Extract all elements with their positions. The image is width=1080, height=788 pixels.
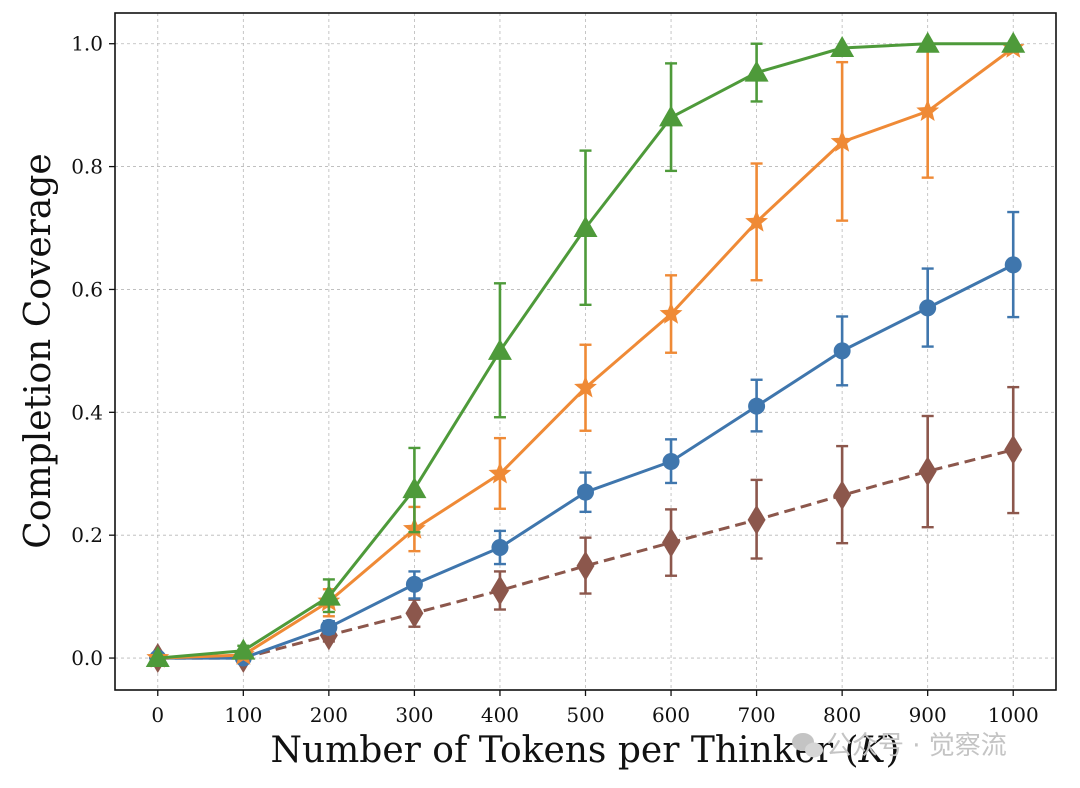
point-green (1001, 31, 1026, 53)
watermark: 公众号 · 觉察流 (792, 731, 1007, 761)
x-tick-label: 1000 (988, 703, 1039, 727)
point-brown (490, 575, 509, 606)
point-brown (576, 550, 595, 581)
x-tick-label: 700 (737, 703, 775, 727)
series-layer (145, 31, 1026, 674)
point-blue (405, 575, 423, 593)
point-blue (662, 452, 680, 470)
x-axis-label: Number of Tokens per Thinker (K) (270, 730, 899, 771)
y-tick-label: 1.0 (71, 32, 103, 56)
x-tick-label: 0 (151, 703, 164, 727)
point-green (830, 36, 855, 58)
point-blue (1004, 256, 1022, 274)
point-orange (830, 130, 854, 152)
point-green (402, 477, 427, 499)
point-blue (919, 299, 937, 317)
point-brown (405, 598, 424, 629)
point-green (659, 105, 684, 127)
x-tick-label: 800 (823, 703, 861, 727)
point-green (915, 31, 940, 53)
point-orange (916, 99, 940, 121)
point-orange (574, 375, 597, 398)
point-brown (833, 480, 852, 511)
point-blue (320, 618, 338, 636)
x-tick-label: 600 (652, 703, 690, 727)
wechat-icon (792, 733, 823, 758)
watermark-text: 公众号 · 觉察流 (826, 731, 1007, 761)
y-axis-label: Completion Coverage (18, 153, 59, 548)
point-green (231, 638, 256, 660)
point-green (316, 584, 341, 606)
point-blue (748, 397, 766, 415)
x-tick-label: 900 (909, 703, 947, 727)
point-blue (577, 483, 594, 501)
point-orange (488, 461, 512, 484)
y-tick-label: 0.6 (71, 277, 103, 301)
series-line-brown (157, 448, 1014, 660)
x-tick-label: 400 (481, 703, 519, 727)
point-brown (662, 527, 681, 558)
y-tick-label: 0.8 (71, 155, 103, 179)
point-green (573, 216, 598, 238)
point-brown (918, 456, 937, 487)
point-green (744, 60, 769, 82)
y-tick-label: 0.4 (71, 400, 103, 424)
point-brown (747, 504, 766, 535)
point-green (487, 338, 512, 360)
series-green (145, 31, 1026, 668)
x-tick-label: 100 (224, 703, 262, 727)
x-tick-label: 300 (395, 703, 433, 727)
axis-ticks: 0 100 200 300 400 500 600 700 800 900 1000 0.0 0.2 0.… (71, 32, 1038, 727)
x-tick-label: 200 (310, 703, 348, 727)
y-tick-label: 0.2 (71, 523, 103, 547)
point-orange (745, 209, 768, 232)
series-line-blue (157, 263, 1014, 660)
point-orange (659, 302, 683, 324)
point-brown (1004, 434, 1023, 465)
point-blue (833, 342, 851, 360)
x-tick-label: 500 (566, 703, 604, 727)
point-blue (491, 538, 509, 556)
point-green (145, 646, 170, 668)
y-tick-label: 0.0 (71, 646, 103, 670)
